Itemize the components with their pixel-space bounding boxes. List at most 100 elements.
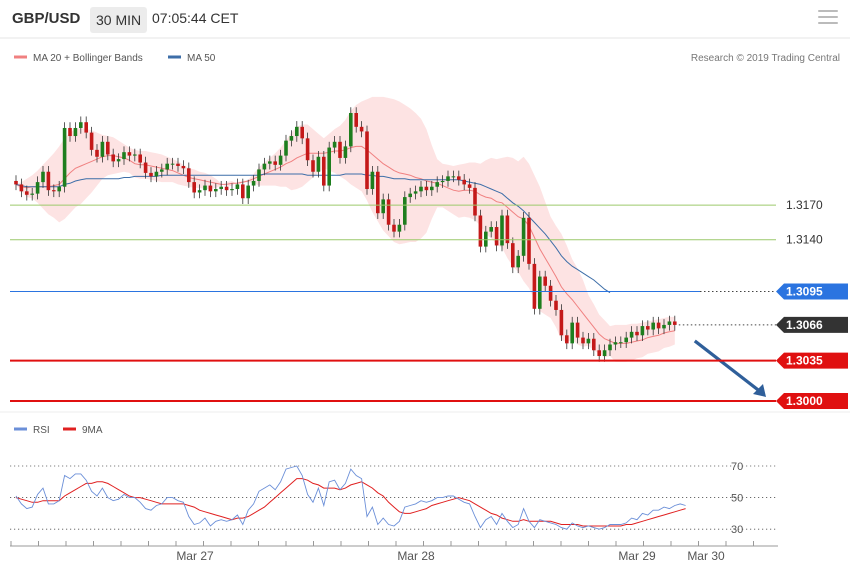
candle-up	[289, 136, 294, 141]
candle-down	[187, 168, 191, 183]
candle-down	[359, 126, 364, 132]
candle-up	[440, 180, 445, 183]
candle-down	[386, 199, 391, 225]
candle-down	[106, 141, 110, 155]
candle-down	[494, 227, 499, 246]
candle-up	[295, 126, 299, 137]
rsi-tick-label: 70	[731, 461, 743, 473]
level-label: 1.3066	[786, 318, 823, 332]
candle-down	[543, 276, 547, 286]
forecast-arrow-head	[753, 383, 766, 397]
candle-down	[592, 338, 596, 351]
time-tick-label: Mar 27	[176, 549, 214, 563]
candle-up	[640, 326, 645, 336]
candle-down	[597, 350, 601, 357]
candle-down	[457, 176, 461, 180]
candle-down	[548, 285, 553, 301]
candle-up	[170, 163, 175, 165]
candle-up	[41, 171, 45, 183]
candle-down	[176, 163, 180, 166]
candle-up	[435, 182, 439, 187]
copyright-label: Research © 2019 Trading Central	[691, 53, 840, 64]
ma20-legend-label: MA 20 + Bollinger Bands	[33, 53, 143, 64]
symbol-label: GBP/USD	[12, 10, 81, 27]
candle-down	[392, 224, 396, 232]
bollinger-band	[16, 96, 675, 362]
clock-label: 07:05:44 CET	[152, 10, 239, 26]
candle-up	[608, 344, 612, 351]
time-tick-label: Mar 28	[397, 549, 435, 563]
candle-up	[489, 227, 493, 232]
candle-up	[246, 185, 250, 199]
candle-up	[214, 189, 218, 192]
candle-down	[532, 263, 537, 309]
candle-down	[224, 186, 229, 191]
candle-down	[192, 182, 196, 193]
level-tag	[776, 352, 848, 369]
candle-up	[613, 342, 618, 345]
candle-up	[446, 176, 450, 181]
candle-up	[397, 224, 402, 232]
candle-up	[619, 342, 623, 344]
candle-down	[19, 184, 24, 192]
candle-up	[230, 189, 234, 191]
candle-up	[586, 338, 591, 344]
candle-up	[332, 141, 337, 148]
candle-up	[284, 140, 288, 156]
candle-down	[505, 215, 510, 244]
candle-down	[149, 172, 153, 177]
candle-up	[30, 193, 34, 195]
candle-up	[629, 331, 634, 338]
candle-down	[111, 154, 115, 162]
level-label: 1.3170	[786, 198, 823, 212]
candle-down	[89, 132, 94, 150]
candle-up	[73, 127, 78, 137]
candle-down	[511, 243, 515, 268]
rsi-legend-label: RSI	[33, 425, 50, 436]
candle-up	[602, 350, 607, 357]
menu-icon[interactable]	[818, 10, 838, 24]
candle-up	[57, 186, 61, 192]
candle-up	[197, 190, 202, 193]
level-label: 1.3000	[786, 394, 823, 408]
timeframe-selector[interactable]: 30 MIN	[90, 7, 148, 33]
candle-down	[95, 149, 99, 157]
candle-down	[311, 160, 315, 172]
candle-up	[235, 184, 240, 190]
level-tag	[776, 392, 848, 409]
candle-down	[25, 191, 29, 195]
time-axis: Mar 27 Mar 28 Mar 29 Mar 30	[10, 541, 778, 563]
candle-up	[381, 199, 385, 214]
candle-up	[419, 186, 423, 192]
level-label: 1.3035	[786, 354, 823, 368]
candle-down	[559, 309, 564, 336]
level-lines: 1.3170 1.3140 1.3095 1.3066 1.3035 1.3000	[10, 198, 848, 409]
candle-down	[84, 122, 88, 133]
candle-down	[241, 184, 245, 199]
candle-down	[143, 162, 148, 173]
forecast-arrow	[693, 339, 763, 395]
candle-up	[35, 182, 40, 194]
price-plot	[14, 96, 766, 397]
candle-down	[305, 138, 310, 161]
candle-up	[413, 191, 418, 194]
candle-up	[116, 159, 121, 162]
candle-down	[365, 131, 369, 190]
candle-down	[273, 161, 277, 165]
candle-up	[538, 276, 542, 309]
candle-up	[570, 322, 574, 344]
candle-down	[181, 165, 186, 169]
rsi-line	[15, 465, 686, 530]
candle-up	[651, 322, 655, 330]
candle-down	[424, 186, 429, 191]
time-tick-label: Mar 29	[618, 549, 656, 563]
chart-header: GBP/USD 30 MIN 07:05:44 CET	[0, 0, 850, 38]
candle-up	[349, 113, 353, 147]
candle-up	[516, 255, 520, 268]
candle-up	[278, 155, 283, 165]
candle-down	[554, 300, 558, 310]
candle-up	[100, 141, 105, 157]
candle-down	[300, 126, 304, 139]
